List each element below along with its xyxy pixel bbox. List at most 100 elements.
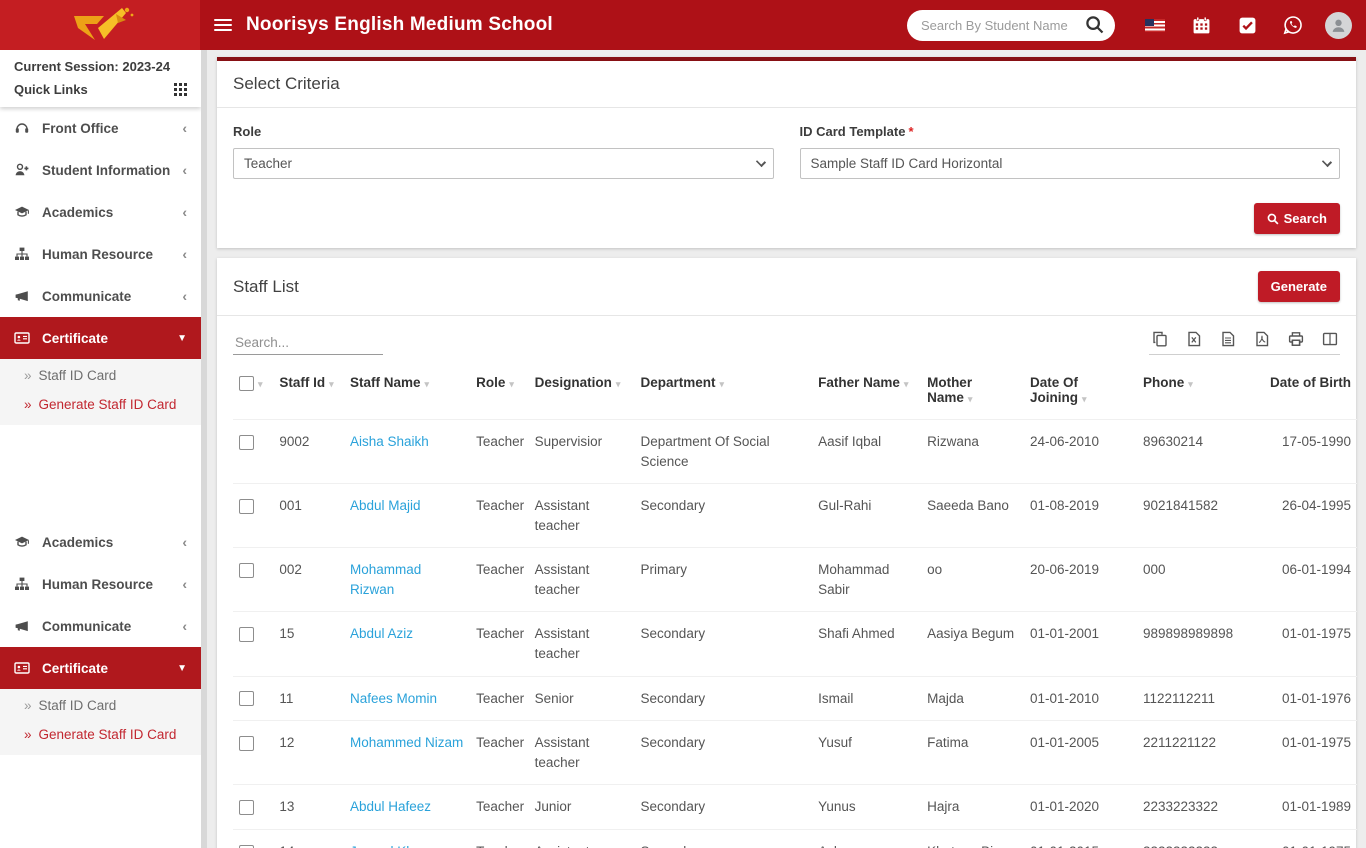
cell-designation: Assistant teacher (528, 483, 635, 548)
language-flag-icon[interactable] (1145, 15, 1165, 35)
row-checkbox[interactable] (239, 800, 254, 816)
cell-phone: 1122112211 (1136, 675, 1261, 721)
cell-date-of-joining: 20-06-2019 (1023, 547, 1137, 612)
row-checkbox[interactable] (239, 563, 254, 579)
id-card-template-select[interactable]: Sample Staff ID Card Horizontal (799, 148, 1340, 179)
col-designation[interactable]: Designation ▾ (534, 375, 621, 390)
col-role[interactable]: Role ▾ (476, 375, 514, 390)
cell-mother-name: Hajra (921, 784, 1024, 830)
table-row: 15 Abdul Aziz Teacher Assistant teacher Seco… (233, 611, 1357, 676)
calendar-icon[interactable] (1191, 15, 1211, 35)
cell-select (233, 418, 274, 484)
menu-group: Front Office ‹ Student Information ‹ Academi… (0, 107, 201, 425)
staff-table-body: 9002 Aisha Shaikh Teacher Supervisior Depart… (233, 418, 1357, 848)
excel-icon[interactable] (1185, 330, 1202, 347)
search-button[interactable]: Search (1253, 203, 1340, 234)
select-all-checkbox[interactable] (239, 375, 254, 391)
cell-department: Secondary (634, 784, 813, 830)
global-search-input[interactable] (921, 17, 1085, 33)
staff-name-link[interactable]: Aisha Shaikh (349, 434, 429, 449)
sidebar-subitem-generate-staff-id-card[interactable]: » Generate Staff ID Card (24, 397, 177, 412)
tasks-icon[interactable] (1237, 15, 1257, 35)
cell-phone: 2211221122 (1136, 720, 1261, 785)
cell-date-of-birth: 01-01-1975 (1260, 720, 1357, 785)
chevron-left-icon: ‹ (182, 618, 187, 634)
select-criteria-title: Select Criteria (233, 74, 340, 93)
cell-designation: Assistant teacher (528, 720, 635, 785)
table-row: 11 Nafees Momin Teacher Senior Secondary Isma… (233, 675, 1357, 721)
cell-date-of-birth: 01-01-1975 (1260, 828, 1357, 848)
cell-staff-id: 14 (273, 828, 344, 848)
cell-date-of-joining: 01-08-2019 (1023, 483, 1137, 548)
copy-icon[interactable] (1151, 330, 1168, 347)
col-date-of-birth[interactable]: Date of Birth (1270, 375, 1351, 390)
row-checkbox[interactable] (239, 844, 254, 848)
generate-button[interactable]: Generate (1257, 271, 1340, 302)
col-phone[interactable]: Phone ▾ (1142, 375, 1193, 390)
cell-phone: 2233223322 (1136, 784, 1261, 830)
global-search[interactable] (907, 9, 1115, 41)
col-mother-name[interactable]: Mother Name ▾ (927, 375, 973, 405)
role-select[interactable]: Teacher (233, 148, 774, 179)
staff-name-link[interactable]: Abdul Aziz (349, 626, 414, 642)
sidebar-item-human-resource[interactable]: Human Resource ‹ (0, 563, 201, 605)
cell-date-of-birth: 06-01-1994 (1260, 547, 1357, 612)
profile-avatar[interactable] (1325, 11, 1352, 39)
cell-designation: Assistant teacher (528, 611, 635, 676)
cell-department: Department Of Social Science (634, 418, 813, 484)
sidebar-item-academics[interactable]: Academics ‹ (0, 191, 201, 233)
file-text-icon[interactable] (1219, 330, 1236, 347)
cell-mother-name: Fatima (921, 720, 1024, 785)
cell-select (233, 828, 274, 848)
row-checkbox[interactable] (239, 627, 254, 643)
row-checkbox[interactable] (239, 691, 254, 707)
sidebar-item-certificate[interactable]: Certificate ▼ (0, 647, 201, 689)
columns-icon[interactable] (1321, 330, 1338, 347)
table-search-input[interactable] (233, 331, 383, 355)
cell-mother-name: Aasiya Begum (921, 611, 1024, 676)
whatsapp-icon[interactable] (1283, 15, 1303, 35)
col-department[interactable]: Department ▾ (640, 375, 725, 390)
menu-toggle-icon[interactable] (214, 19, 232, 31)
cell-designation: Assistant teacher (528, 547, 635, 612)
row-checkbox[interactable] (239, 434, 254, 450)
sidebar-item-front-office[interactable]: Front Office ‹ (0, 107, 201, 149)
school-logo[interactable] (0, 0, 200, 50)
print-icon[interactable] (1287, 330, 1304, 347)
sidebar-subitem-staff-id-card[interactable]: » Staff ID Card (24, 698, 117, 713)
graduation-cap-icon (14, 204, 31, 220)
cell-staff-id: 13 (273, 784, 344, 830)
staff-name-link[interactable]: Abdul Majid (349, 498, 421, 514)
col-father-name[interactable]: Father Name ▾ (818, 375, 909, 390)
sidebar-item-student-information[interactable]: Student Information ‹ (0, 149, 201, 191)
sidebar-item-communicate[interactable]: Communicate ‹ (0, 275, 201, 317)
sidebar-item-academics[interactable]: Academics ‹ (0, 521, 201, 563)
staff-name-link[interactable]: Javeed Khan (350, 844, 429, 848)
cell-role: Teacher (470, 547, 529, 612)
table-row: 13 Abdul Hafeez Teacher Junior Secondary Yunu… (233, 784, 1357, 830)
sidebar-item-certificate[interactable]: Certificate ▼ (0, 317, 201, 359)
cell-department: Secondary (634, 675, 813, 721)
sidebar-subitem-staff-id-card[interactable]: » Staff ID Card (24, 368, 117, 383)
staff-name-link[interactable]: Mohammad Rizwan (349, 562, 422, 597)
staff-name-link[interactable]: Nafees Momin (349, 690, 438, 706)
col-date-of-joining[interactable]: Date Of Joining ▾ (1029, 375, 1087, 405)
table-header-row: ▾ Staff Id ▾ Staff Name ▾ Role ▾ Designatio… (233, 367, 1357, 420)
role-label: Role (233, 124, 262, 139)
col-staff-id[interactable]: Staff Id ▾ (279, 375, 334, 390)
graduation-cap-icon (14, 534, 31, 550)
row-checkbox[interactable] (239, 736, 254, 751)
staff-name-link[interactable]: Mohammed Nizam (349, 735, 464, 751)
grid-icon[interactable] (174, 83, 187, 96)
search-icon[interactable] (1085, 15, 1105, 35)
sidebar-item-human-resource[interactable]: Human Resource ‹ (0, 233, 201, 275)
staff-name-link[interactable]: Abdul Hafeez (349, 799, 432, 815)
col-staff-name[interactable]: Staff Name ▾ (349, 375, 430, 390)
cell-select (233, 547, 274, 612)
cell-department: Secondary (634, 828, 813, 848)
pdf-icon[interactable] (1253, 330, 1270, 347)
sidebar-subitem-generate-staff-id-card[interactable]: » Generate Staff ID Card (24, 727, 177, 742)
select-all-header: ▾ (233, 367, 273, 420)
row-checkbox[interactable] (239, 499, 254, 515)
sidebar-item-communicate[interactable]: Communicate ‹ (0, 605, 201, 647)
